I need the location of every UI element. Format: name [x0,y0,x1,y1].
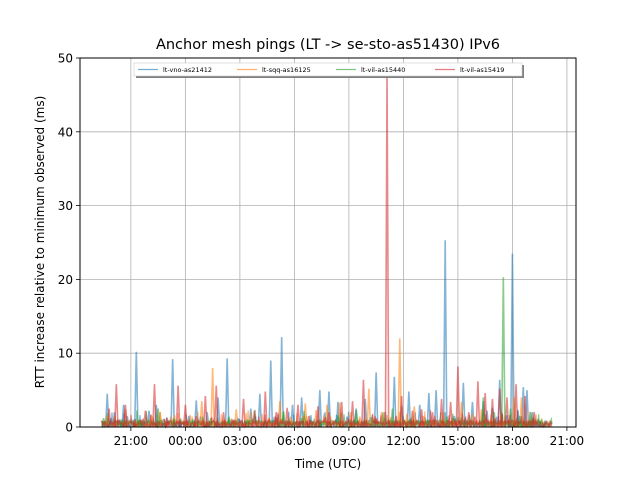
series-spike [497,388,503,428]
x-tick-label: 12:00 [386,434,421,448]
chart-title: Anchor mesh pings (LT -> se-sto-as51430)… [156,37,500,53]
series-spike [257,393,263,428]
x-axis-label: Time (UTC) [294,457,361,471]
series-spike [350,401,355,428]
series-spike [504,397,510,428]
series-spike [410,410,415,428]
series-spike [373,417,379,428]
series-spike [399,395,404,428]
series-lt-vil-as15419 [101,72,553,430]
y-tick-label: 40 [58,125,73,139]
plot-frame [79,57,577,428]
series-spike [482,393,488,428]
series-spike [202,395,208,428]
x-tick-label: 00:00 [168,434,203,448]
series-spike [252,410,257,428]
series-spike [439,398,444,428]
series-spike [522,395,528,428]
series-spike [531,412,537,428]
x-axis-ticks: 21:00 00:00 03:00 06:00 09:00 12:00 15:00 18:00… [114,427,585,448]
series-spike [366,388,372,428]
y-tick-label: 50 [58,52,73,66]
legend-box [133,62,523,77]
x-tick-label: 21:00 [550,434,585,448]
series-spike [213,385,219,428]
series-spike [155,408,161,428]
plot-series [101,72,553,430]
series-spike [164,417,170,428]
series-spike [241,398,246,428]
series-spike [123,404,128,428]
legend-entry: lt-vil-as15419 [460,66,504,74]
series-spike [230,419,236,428]
series-spike [433,390,439,428]
series-spike [262,391,268,428]
legend-entry: lt-sqq-as16125 [262,66,311,74]
x-tick-label: 21:00 [114,434,149,448]
legend-entry: lt-vno-as21412 [163,66,212,74]
series-spike [193,415,199,428]
series-spike [210,367,216,428]
series-spike [132,419,137,428]
series-spike [268,360,274,428]
series-spike [152,384,157,428]
series-spike [279,336,285,428]
series-spike [133,351,139,428]
series-spike [466,412,472,428]
x-tick-label: 09:00 [332,434,367,448]
y-tick-label: 20 [58,273,73,287]
series-spike [273,412,279,428]
series-spike [353,409,359,428]
series-spike [455,366,461,428]
series-spike [295,404,301,428]
series-spike [326,412,332,428]
y-tick-label: 30 [58,199,73,213]
y-axis-ticks: 0 10 20 30 40 50 [58,52,80,435]
series-spike [490,398,495,428]
series-spike [170,359,176,428]
series-spike [106,408,112,428]
y-axis-label: RTT increase relative to minimum observe… [33,96,47,389]
series-spike [393,415,399,428]
x-tick-label: 06:00 [277,434,312,448]
series-spike [430,412,435,428]
series-spike [419,409,424,428]
series-spike [339,401,345,428]
y-tick-label: 0 [65,421,73,435]
series-spike [175,385,181,428]
series-spike [513,384,519,428]
series-spike [361,379,366,428]
series-spike [448,401,454,428]
series-spike [113,384,119,428]
y-tick-label: 10 [58,347,73,361]
series-spike [510,253,515,428]
x-tick-label: 15:00 [441,434,476,448]
x-tick-label: 18:00 [495,434,530,448]
legend: lt-vno-as21412 lt-sqq-as16125 lt-vil-as154… [133,62,524,78]
series-spike [315,406,321,428]
series-spike [224,358,230,428]
series-spike [221,412,226,428]
series-spike [182,404,188,428]
series-spike [475,381,481,428]
series-spike [284,407,290,428]
series-spike [442,240,448,428]
series-spike [390,408,395,428]
series-spike [500,277,506,428]
x-tick-label: 03:00 [223,434,258,448]
series-spike [143,410,148,428]
legend-entry: lt-vil-as15440 [361,66,405,74]
series-spike [306,415,312,428]
series-spike [373,372,379,428]
